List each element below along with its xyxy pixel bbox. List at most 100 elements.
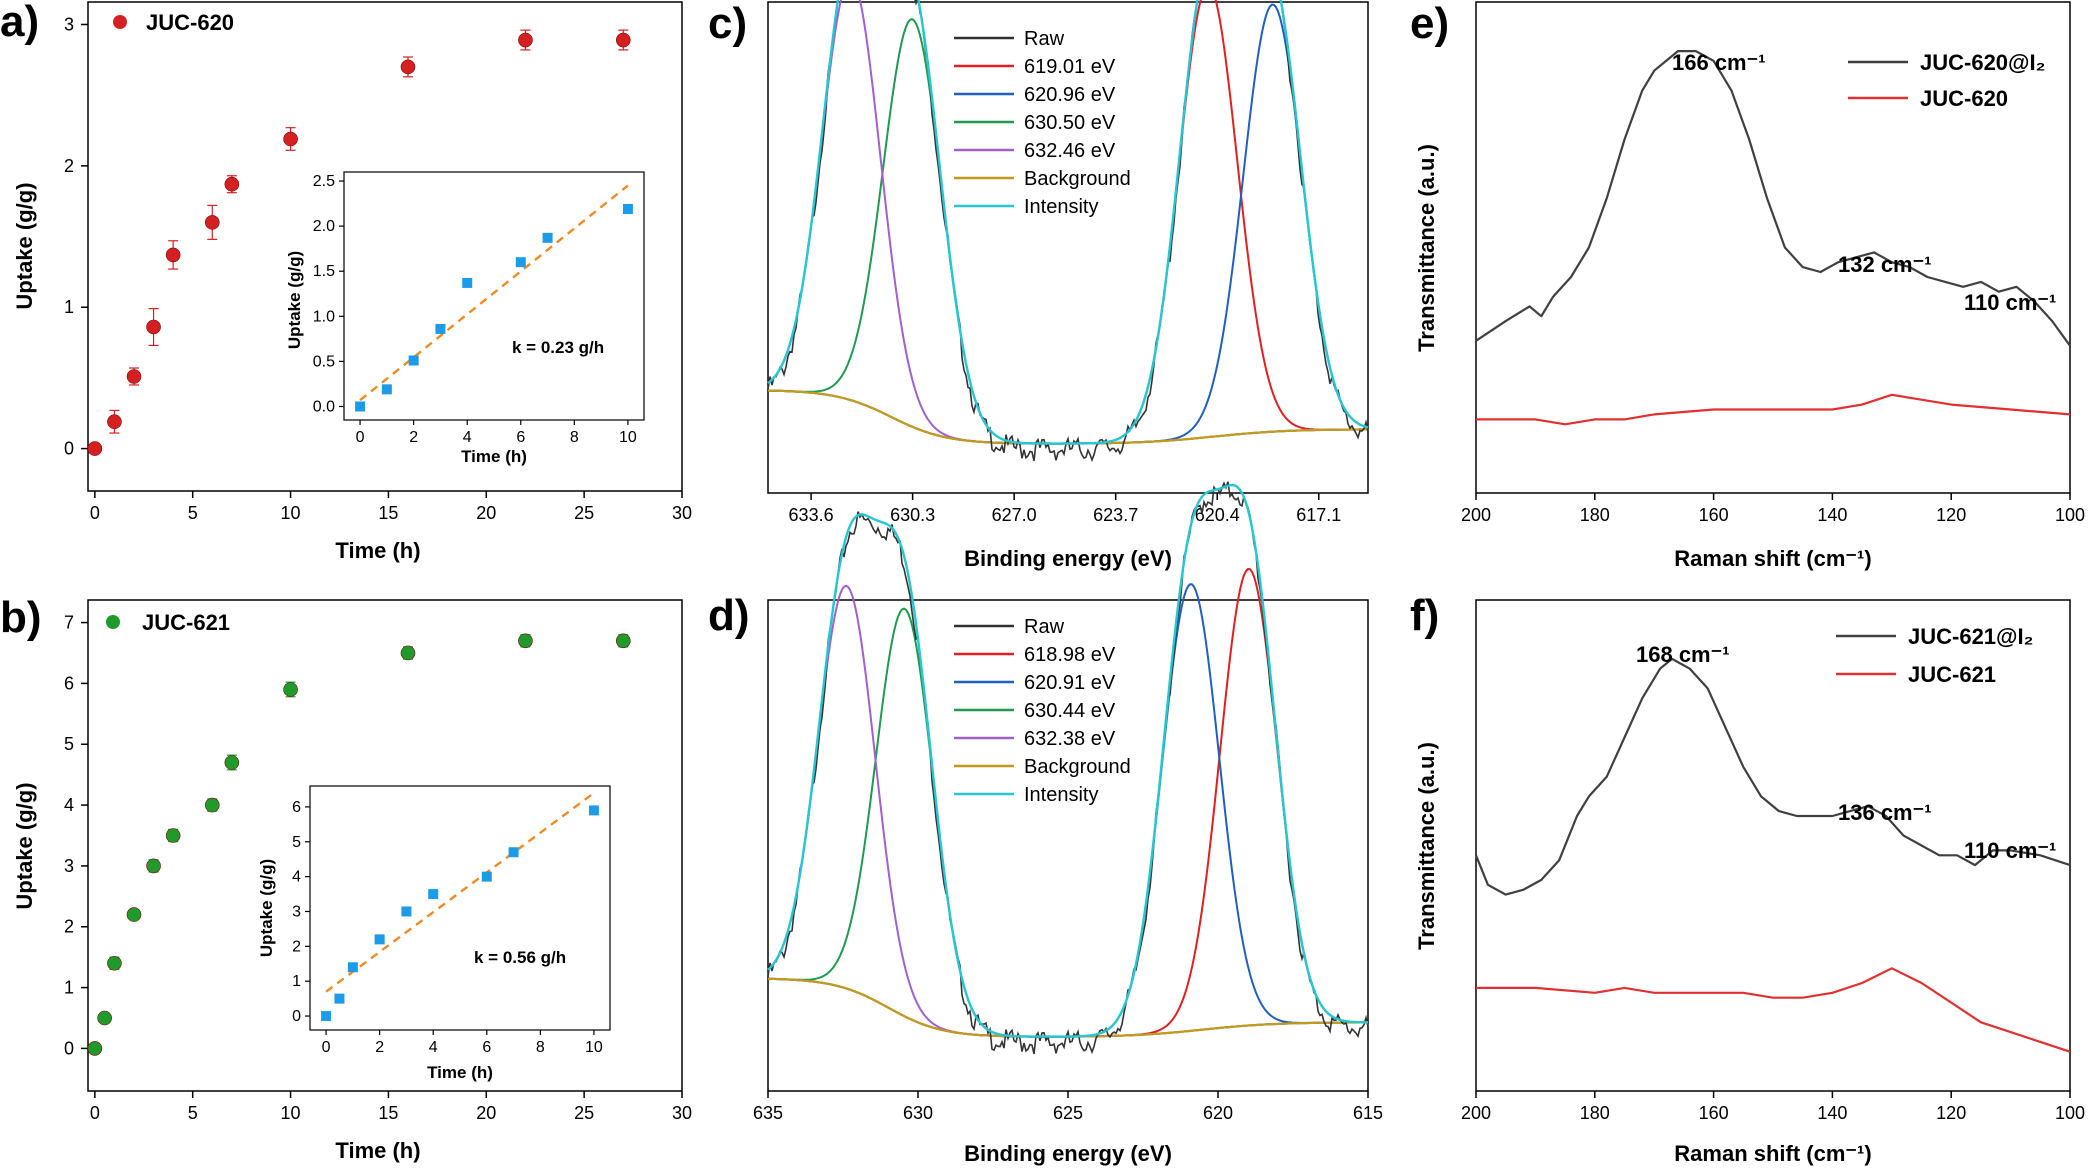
legend-label: Raw — [1024, 616, 1065, 638]
y-tick-label: 2 — [64, 156, 74, 176]
legend-label-juc-620: JUC-620 — [146, 10, 234, 35]
panel-f: f) 200 180 160 140 120 100 JUC-621@I₂ JUC-621… — [1410, 591, 2085, 1166]
data-point — [283, 131, 298, 147]
marks-f — [1474, 657, 2071, 1053]
data-point — [165, 828, 181, 843]
plot-frame-a — [87, 1, 683, 492]
inset-y-title-a: Uptake (g/g) — [285, 251, 304, 349]
x-tick-label: 10 — [281, 503, 301, 523]
x-tick-label: 100 — [2055, 1103, 2085, 1123]
legend-c: Raw 619.01 eV 620.96 eV 630.50 eV 632.46 eV B… — [954, 28, 1131, 218]
inset-data-point — [355, 401, 366, 412]
x-axis-title-c: Binding energy (eV) — [964, 546, 1172, 571]
x-tick-label: 30 — [672, 1103, 692, 1123]
inset-x-tick-label: 6 — [516, 429, 525, 446]
inset-y-tick-label: 2.0 — [313, 218, 335, 235]
data-point — [615, 32, 631, 48]
series-line — [1476, 967, 2071, 1053]
panel-c: c) 633.6 630.3 627.0 623.7 620.4 617.1 Raw 619… — [708, 0, 1369, 571]
inset-x-tick-label: 4 — [463, 429, 472, 446]
data-point — [400, 59, 416, 75]
inset-y-tick-label: 4 — [292, 869, 301, 886]
x-axis-title-e: Raman shift (cm⁻¹) — [1674, 546, 1871, 571]
marks-b — [87, 633, 631, 1056]
series-line — [1476, 393, 2071, 426]
inset-frame-a — [343, 171, 645, 421]
data-point — [146, 858, 161, 874]
data-point — [126, 369, 142, 384]
legend-label: 618.98 eV — [1024, 644, 1116, 666]
y-axis-title-e: Transmittance (a.u.) — [1414, 144, 1439, 352]
x-tick-label: 623.7 — [1093, 505, 1138, 525]
legend-b: JUC-621 — [106, 610, 230, 635]
inset-x-tick-label: 8 — [536, 1039, 545, 1056]
legend-marker-juc-620 — [113, 15, 127, 29]
legend-label: Background — [1024, 756, 1131, 778]
legend-label: 632.46 eV — [1024, 140, 1116, 162]
y-axis-title-b: Uptake (g/g) — [12, 782, 37, 909]
inset-x-tick-label: 4 — [429, 1039, 438, 1056]
inset-y-tick-label: 5 — [292, 834, 301, 851]
x-axis-title-d: Binding energy (eV) — [964, 1141, 1172, 1166]
legend-label: 619.01 eV — [1024, 56, 1116, 78]
x-tick-label: 120 — [1936, 1103, 1966, 1123]
x-tick-label: 180 — [1580, 505, 1610, 525]
legend-label: 630.44 eV — [1024, 700, 1116, 722]
data-point — [615, 633, 631, 649]
inset-x-tick-label: 6 — [482, 1039, 491, 1056]
data-point — [224, 755, 240, 770]
x-axis-title-a: Time (h) — [335, 538, 420, 563]
x-tick-label: 180 — [1580, 1103, 1610, 1123]
panel-letter-f: f) — [1410, 591, 1439, 640]
inset-frame-b — [309, 785, 611, 1031]
fit-component-line — [767, 18, 1368, 445]
legend-f: JUC-621@I₂ JUC-621 — [1836, 624, 2033, 687]
legend-marker-juc-621 — [106, 615, 120, 629]
marks-e — [1475, 50, 2071, 426]
inset-x-tick-label: 0 — [356, 429, 365, 446]
panel-e: e) 200 180 160 140 120 100 JUC-620@I₂ JUC-620… — [1410, 0, 2085, 571]
inset-x-title-a: Time (h) — [461, 447, 527, 466]
inset-y-tick-label: 3 — [292, 903, 301, 920]
annotation-136: 136 cm⁻¹ — [1838, 800, 1932, 825]
marks-a — [87, 29, 631, 456]
background-line — [768, 977, 1368, 1038]
y-tick-label: 3 — [64, 856, 74, 876]
inset-data-point — [481, 871, 492, 882]
inset-data-point — [622, 203, 633, 214]
background-line — [767, 389, 1368, 445]
inset-data-point — [542, 232, 553, 243]
plot-frame-e — [1475, 1, 2071, 494]
y-tick-label: 0 — [64, 439, 74, 459]
inset-ticks-b: 0 2 4 6 8 10 0 1 2 3 4 5 6 — [292, 799, 603, 1056]
x-tick-label: 5 — [188, 1103, 198, 1123]
data-point — [107, 955, 122, 971]
data-point — [283, 682, 298, 697]
data-point — [224, 176, 240, 192]
data-point — [518, 32, 533, 48]
y-axis-title-a: Uptake (g/g) — [12, 182, 37, 309]
x-tick-label: 160 — [1699, 1103, 1729, 1123]
legend-label-juc-620-i2: JUC-620@I₂ — [1920, 50, 2045, 75]
inset-y-tick-label: 0.0 — [313, 398, 335, 415]
raw-line — [767, 0, 1369, 463]
x-tick-label: 20 — [476, 1103, 496, 1123]
inset-data-point — [515, 257, 526, 268]
x-tick-label: 630.3 — [890, 505, 935, 525]
data-point — [204, 797, 220, 813]
x-tick-label: 630 — [903, 1103, 933, 1123]
inset-x-tick-label: 2 — [409, 429, 418, 446]
inset-marks-b — [321, 792, 599, 1022]
inset-b: 0 2 4 6 8 10 0 1 2 3 4 5 6 Time (h) Uptake (g/g) k =… — [257, 785, 611, 1082]
x-tick-label: 30 — [672, 503, 692, 523]
marks-c — [767, 0, 1369, 463]
x-tick-label: 5 — [188, 503, 198, 523]
y-tick-label: 4 — [64, 795, 74, 815]
x-tick-label: 140 — [1817, 505, 1847, 525]
inset-y-tick-label: 1 — [292, 973, 301, 990]
inset-data-point — [321, 1011, 332, 1022]
data-point — [204, 215, 220, 230]
ticks-e: 200 180 160 140 120 100 — [1461, 493, 2085, 525]
legend-label: Intensity — [1024, 196, 1098, 218]
